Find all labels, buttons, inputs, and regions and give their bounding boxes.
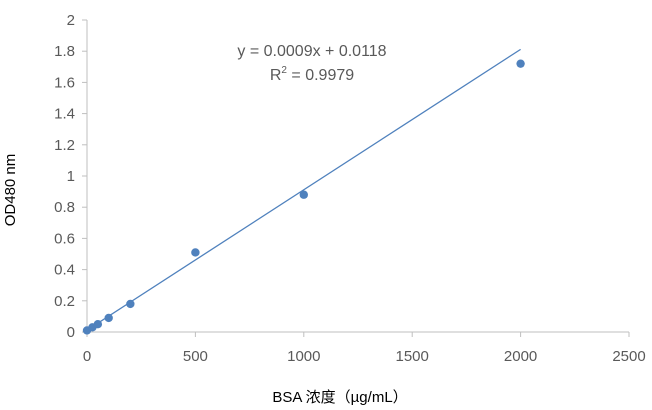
y-tick-label: 0: [67, 324, 75, 341]
r-squared-superscript: 2: [281, 65, 287, 76]
x-tick-label: 0: [83, 348, 91, 365]
y-tick-label: 1.8: [54, 43, 75, 60]
x-axis-title: BSA 浓度（µg/mL）: [272, 389, 407, 406]
trendline-layer: [86, 48, 521, 331]
y-axis-title: OD480 nm: [2, 154, 19, 227]
data-point: [93, 320, 103, 329]
y-tick-label: 0.2: [54, 293, 75, 310]
data-point: [516, 59, 525, 68]
y-tick-label: 0.4: [54, 262, 75, 279]
y-tick-label: 1.4: [54, 106, 75, 123]
data-point: [299, 190, 308, 199]
x-tick-label: 1500: [396, 348, 429, 365]
data-point: [104, 313, 113, 323]
x-tick-label: 500: [183, 348, 208, 365]
y-tick-label: 1: [67, 168, 75, 185]
y-tick-label: 0.6: [54, 230, 75, 247]
tick-labels: 0 0.2 0.4 0.6 0.8 1 1.2 1.4 1.6 1.8 2 0 500 1000 1500 2…: [54, 12, 646, 365]
r-squared-value: = 0.9979: [287, 67, 354, 84]
r-squared-label: R2 = 0.9979: [270, 65, 354, 84]
trendline-equation: y = 0.0009x + 0.0118: [237, 43, 386, 60]
axes: [82, 19, 630, 337]
x-tick-label: 2000: [504, 348, 537, 365]
y-tick-label: 1.6: [54, 74, 75, 91]
data-points: [82, 59, 525, 335]
trendline: [86, 48, 521, 331]
r-squared-prefix: R: [270, 67, 282, 84]
x-tick-label: 2500: [612, 348, 645, 365]
y-tick-label: 2: [67, 12, 75, 29]
data-point: [191, 248, 200, 257]
data-point: [126, 299, 135, 309]
y-tick-label: 0.8: [54, 199, 75, 216]
x-tick-label: 1000: [287, 348, 320, 365]
y-tick-label: 1.2: [54, 137, 75, 154]
